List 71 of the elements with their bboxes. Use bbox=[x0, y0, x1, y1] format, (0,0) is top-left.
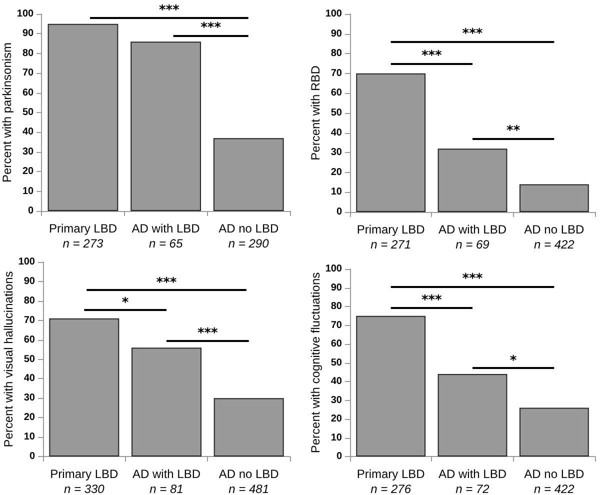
y-tick-label: 10 bbox=[330, 432, 342, 444]
y-tick-label: 20 bbox=[24, 412, 36, 424]
annotation: * bbox=[510, 353, 517, 368]
y-tick-label: 30 bbox=[330, 147, 342, 158]
y-tick-label: 40 bbox=[330, 127, 342, 138]
y-tick-label: 50 bbox=[330, 108, 342, 118]
y-tick-label: 30 bbox=[24, 392, 36, 404]
y-tick-label: 10 bbox=[22, 186, 34, 197]
y-tick-label: 70 bbox=[330, 68, 342, 79]
y-tick-label: 30 bbox=[22, 146, 34, 158]
y-tick-label: 90 bbox=[24, 276, 36, 287]
x-tick-label: AD no LBD n = 422 bbox=[524, 467, 585, 495]
y-axis-title: Percent with cognitive fluctuations bbox=[308, 272, 322, 454]
x-tick-label: AD no LBD n = 422 bbox=[524, 222, 585, 252]
y-tick-label: 100 bbox=[18, 256, 36, 268]
annotation: *** bbox=[421, 48, 442, 64]
annotation: *** bbox=[197, 326, 218, 341]
y-tick-label: 80 bbox=[330, 301, 342, 312]
y-tick-label: 20 bbox=[22, 166, 34, 178]
x-tick-label: Primary LBD n = 330 bbox=[50, 467, 119, 495]
annotation: *** bbox=[462, 26, 483, 42]
y-tick-label: 100 bbox=[325, 264, 342, 274]
y-tick-label: 90 bbox=[330, 28, 342, 40]
annotation: *** bbox=[462, 272, 483, 287]
y-tick-label: 90 bbox=[330, 282, 342, 294]
x-tick-label: AD with LBD n = 65 bbox=[132, 222, 200, 250]
y-tick-label: 20 bbox=[330, 414, 342, 424]
y-tick-label: 70 bbox=[24, 314, 36, 326]
y-tick-label: 90 bbox=[22, 28, 34, 40]
x-tick-label: Primary LBD n = 271 bbox=[356, 222, 426, 252]
y-tick-label: 10 bbox=[24, 432, 36, 443]
y-tick-label: 60 bbox=[330, 88, 342, 99]
annotation: * bbox=[122, 295, 129, 310]
y-tick-label: 40 bbox=[24, 373, 36, 384]
y-tick-label: 50 bbox=[22, 107, 34, 118]
annotation: *** bbox=[158, 2, 180, 18]
x-tick-label: AD no LBD n = 481 bbox=[218, 467, 280, 495]
y-tick-label: 30 bbox=[330, 394, 342, 406]
y-tick-label: 0 bbox=[28, 206, 34, 216]
y-tick-label: 40 bbox=[330, 376, 342, 387]
x-tick-label: Primary LBD n = 276 bbox=[356, 467, 426, 495]
x-tick-label: Primary LBD n = 273 bbox=[48, 222, 118, 250]
y-tick-label: 20 bbox=[330, 166, 342, 178]
annotation: ** bbox=[506, 124, 520, 139]
y-tick-label: 50 bbox=[330, 357, 342, 368]
y-tick-label: 10 bbox=[330, 186, 342, 198]
x-tick-label: AD no LBD n = 290 bbox=[218, 222, 279, 250]
y-axis-title: Percent with parkinsonism bbox=[0, 42, 14, 183]
y-axis-title: Percent with visual hallucinations bbox=[1, 271, 16, 448]
y-tick-label: 0 bbox=[336, 451, 342, 462]
x-tick-label: AD with LBD n = 81 bbox=[132, 467, 201, 495]
y-tick-label: 0 bbox=[29, 451, 36, 462]
y-tick-label: 70 bbox=[22, 68, 34, 79]
y-tick-label: 80 bbox=[330, 48, 342, 60]
annotation: *** bbox=[200, 20, 222, 36]
annotation: *** bbox=[156, 275, 177, 290]
annotation: *** bbox=[421, 293, 442, 308]
y-axis-title: Percent with RBD bbox=[308, 65, 322, 160]
y-tick-label: 70 bbox=[330, 320, 342, 331]
y-tick-label: 60 bbox=[330, 338, 342, 350]
x-tick-label: AD with LBD n = 72 bbox=[438, 467, 507, 495]
y-tick-label: 60 bbox=[24, 334, 36, 346]
y-tick-label: 80 bbox=[22, 48, 34, 59]
y-tick-label: 40 bbox=[22, 126, 34, 138]
y-tick-label: 100 bbox=[16, 8, 34, 20]
y-tick-label: 80 bbox=[24, 295, 36, 306]
y-tick-label: 50 bbox=[24, 354, 36, 365]
y-tick-label: 100 bbox=[325, 8, 342, 20]
y-tick-label: 0 bbox=[336, 206, 342, 218]
y-tick-label: 60 bbox=[22, 87, 34, 98]
x-tick-label: AD with LBD n = 69 bbox=[438, 222, 507, 252]
